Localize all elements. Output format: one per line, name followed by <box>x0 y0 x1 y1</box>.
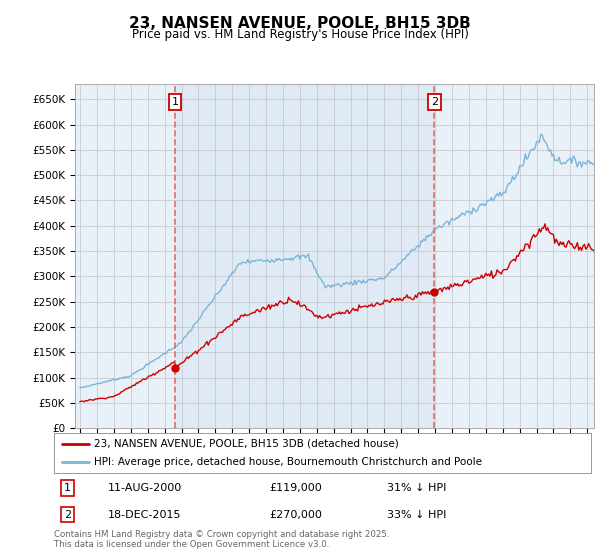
Text: 33% ↓ HPI: 33% ↓ HPI <box>387 510 446 520</box>
Text: 1: 1 <box>64 483 71 493</box>
Text: HPI: Average price, detached house, Bournemouth Christchurch and Poole: HPI: Average price, detached house, Bour… <box>94 458 482 467</box>
Text: Contains HM Land Registry data © Crown copyright and database right 2025.
This d: Contains HM Land Registry data © Crown c… <box>54 530 389 549</box>
Text: 2: 2 <box>431 97 438 107</box>
Text: £119,000: £119,000 <box>269 483 322 493</box>
Text: 2: 2 <box>64 510 71 520</box>
Text: Price paid vs. HM Land Registry's House Price Index (HPI): Price paid vs. HM Land Registry's House … <box>131 28 469 41</box>
Text: 1: 1 <box>172 97 179 107</box>
Text: £270,000: £270,000 <box>269 510 322 520</box>
Text: 31% ↓ HPI: 31% ↓ HPI <box>387 483 446 493</box>
Text: 18-DEC-2015: 18-DEC-2015 <box>108 510 181 520</box>
Text: 23, NANSEN AVENUE, POOLE, BH15 3DB (detached house): 23, NANSEN AVENUE, POOLE, BH15 3DB (deta… <box>94 439 399 449</box>
Text: 11-AUG-2000: 11-AUG-2000 <box>108 483 182 493</box>
Bar <box>175 84 434 428</box>
Text: 23, NANSEN AVENUE, POOLE, BH15 3DB: 23, NANSEN AVENUE, POOLE, BH15 3DB <box>129 16 471 31</box>
